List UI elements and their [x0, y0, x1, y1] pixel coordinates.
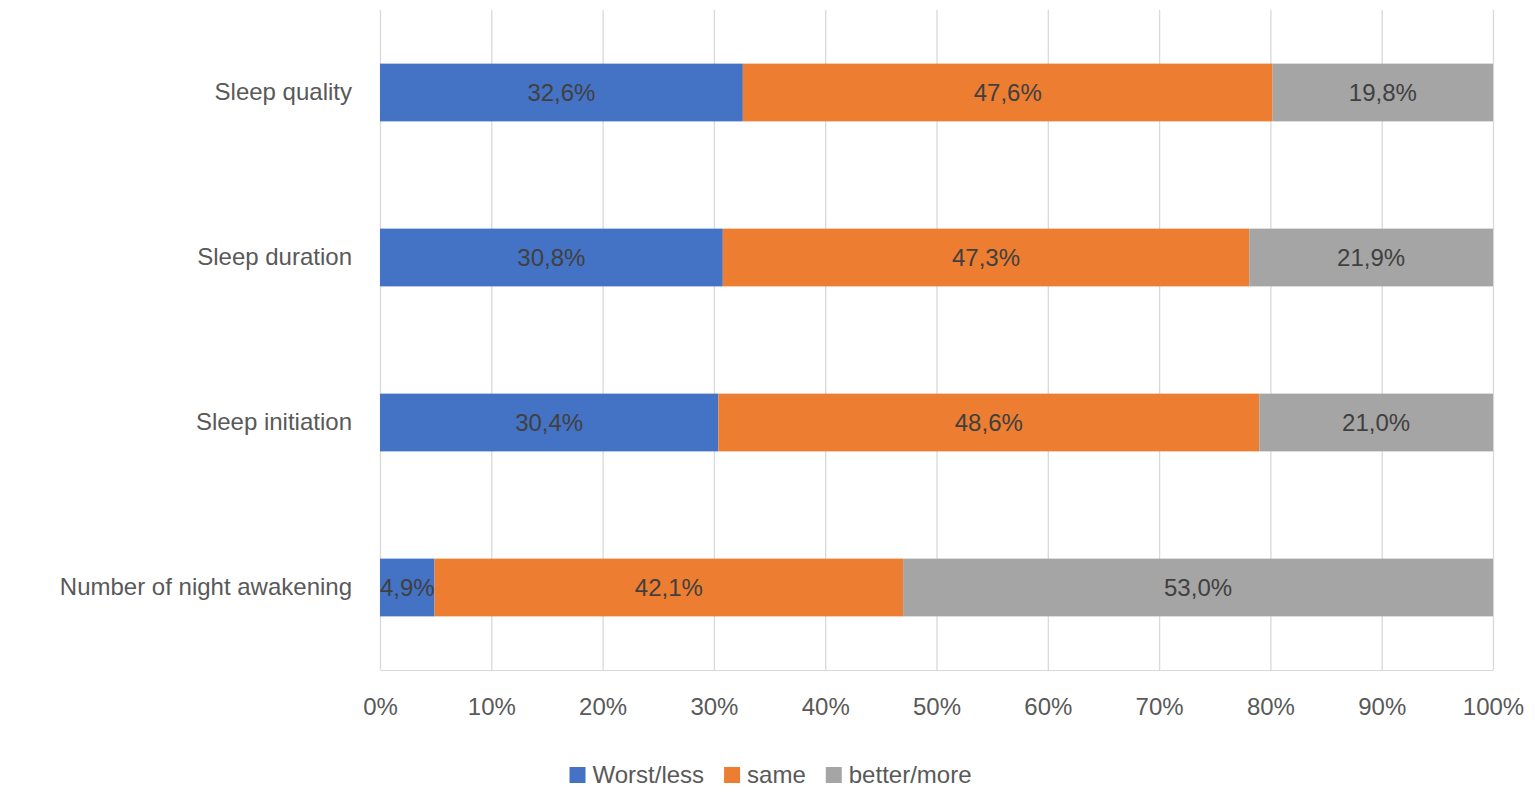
x-axis-line [381, 670, 1494, 671]
data-label: 30,8% [517, 244, 585, 271]
data-label: 4,9% [380, 574, 435, 601]
bar [380, 64, 743, 122]
legend: Worst/less same better/more [570, 761, 972, 788]
data-label: 53,0% [1164, 574, 1232, 601]
bar [380, 229, 723, 287]
category-label: Number of night awakening [60, 573, 352, 600]
data-label: 47,3% [952, 244, 1020, 271]
x-tick-label: 50% [913, 693, 961, 720]
bar [1259, 394, 1493, 452]
x-tick-label: 20% [579, 693, 627, 720]
x-tick-label: 10% [468, 693, 516, 720]
bar [380, 559, 435, 617]
x-tick-label: 30% [690, 693, 738, 720]
bar [743, 64, 1273, 122]
bars [380, 64, 1493, 617]
y-tick: Sleep quality [215, 78, 380, 105]
y-axis: Sleep quality Sleep duration Sleep initiat… [60, 11, 381, 671]
bar [435, 559, 904, 617]
x-tick-label: 60% [1024, 693, 1072, 720]
bar [1249, 229, 1493, 287]
x-axis: 0% 10% 20% 30% 40% 50% 60% 70% 80% 90% 100% [363, 10, 1524, 720]
y-tick: Number of night awakening [60, 573, 380, 600]
data-label: 42,1% [635, 574, 703, 601]
legend-item: same [724, 761, 806, 788]
data-label: 19,8% [1349, 79, 1417, 106]
bar [723, 229, 1249, 287]
bar [903, 559, 1493, 617]
x-tick-label: 90% [1358, 693, 1406, 720]
data-label: 32,6% [527, 79, 595, 106]
legend-swatch [826, 767, 842, 783]
x-tick-label: 100% [1463, 693, 1524, 720]
bar [718, 394, 1259, 452]
x-tick-label: 80% [1247, 693, 1295, 720]
legend-swatch [570, 767, 586, 783]
data-label: 21,0% [1342, 409, 1410, 436]
data-label: 30,4% [515, 409, 583, 436]
data-label: 48,6% [955, 409, 1023, 436]
legend-label: same [747, 761, 806, 788]
bar [380, 394, 718, 452]
grid-line [1493, 10, 1494, 670]
bar [1273, 64, 1493, 122]
data-labels: 32,6% 30,8% 30,4% 4,9% 47,6% 47,3% 48,6% 42,1% 1… [380, 79, 1417, 601]
legend-label: better/more [849, 761, 972, 788]
category-label: Sleep quality [215, 78, 352, 105]
category-label: Sleep duration [197, 243, 352, 270]
chart: 0% 10% 20% 30% 40% 50% 60% 70% 80% 90% 100% Sleep q… [0, 0, 1535, 797]
legend-item: better/more [826, 761, 972, 788]
y-tick: Sleep duration [197, 243, 380, 270]
data-label: 21,9% [1337, 244, 1405, 271]
legend-item: Worst/less [570, 761, 705, 788]
legend-label: Worst/less [593, 761, 705, 788]
x-tick-label: 0% [363, 693, 398, 720]
legend-swatch [724, 767, 740, 783]
y-tick: Sleep initiation [196, 408, 380, 435]
category-label: Sleep initiation [196, 408, 352, 435]
data-label: 47,6% [974, 79, 1042, 106]
x-tick-label: 40% [802, 693, 850, 720]
x-tick-label: 70% [1136, 693, 1184, 720]
